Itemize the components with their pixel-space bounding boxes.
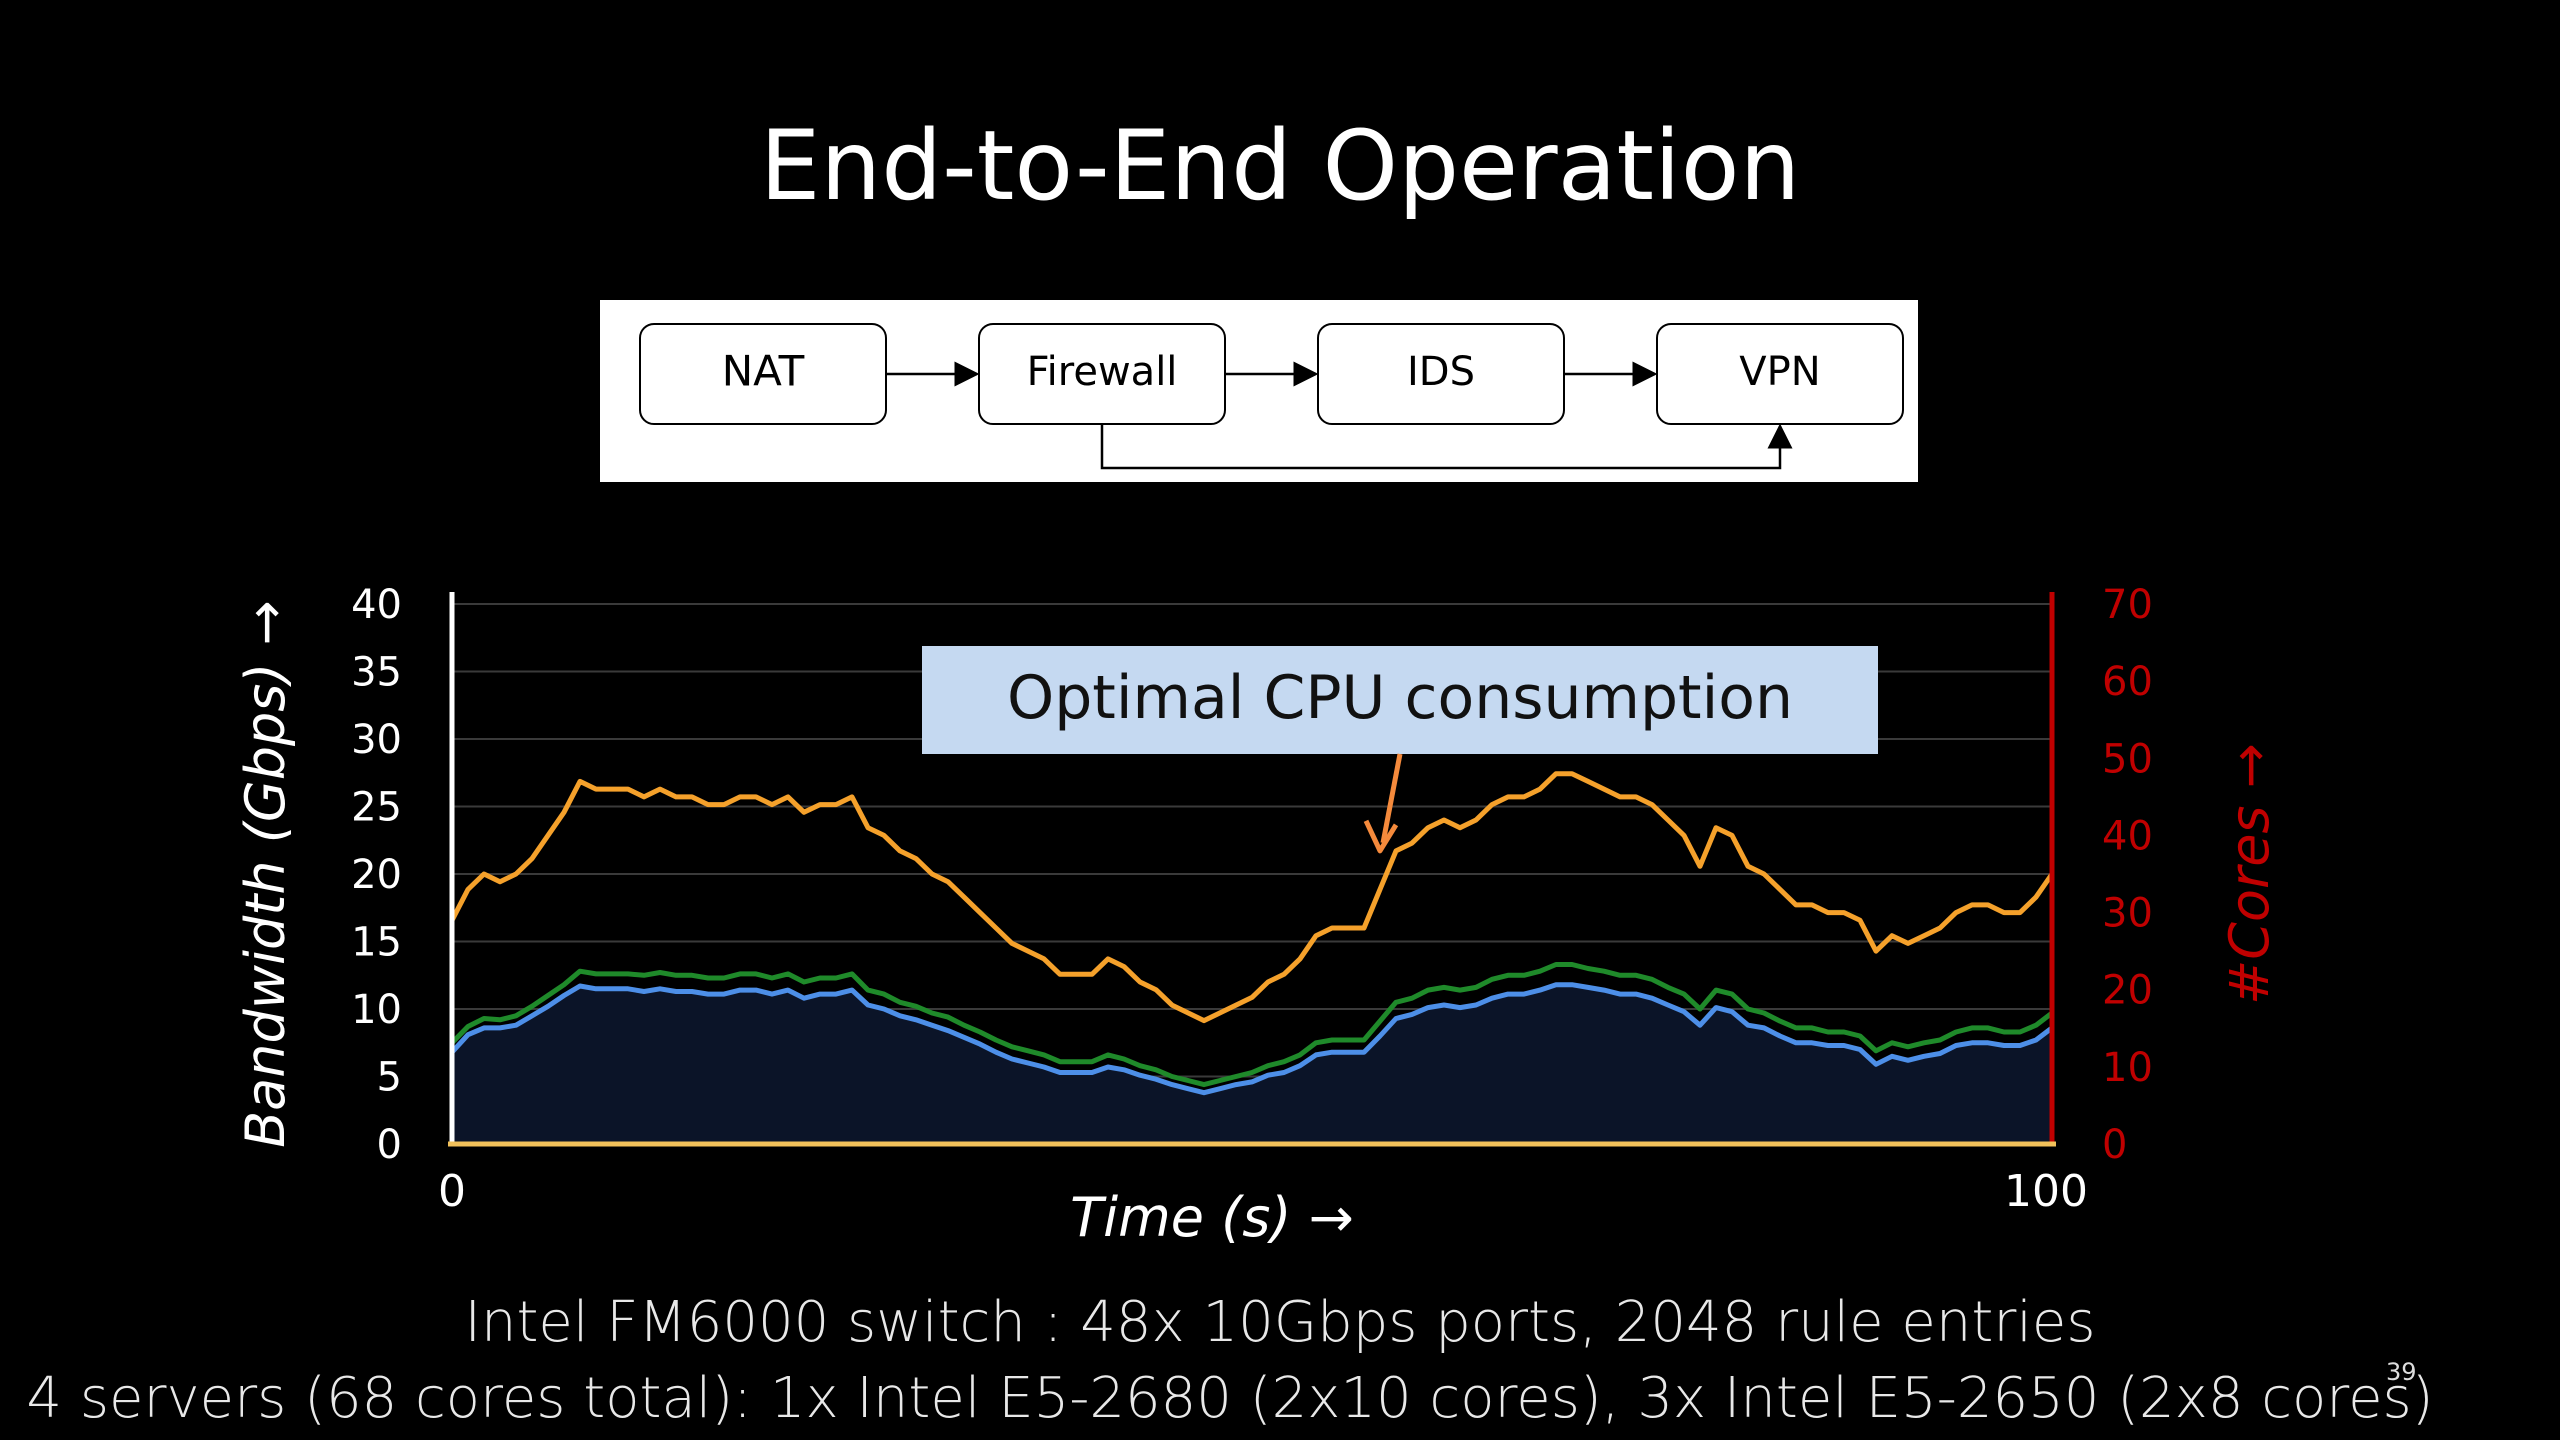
footer-switch-info: Intel FM6000 switch : 48x 10Gbps ports, … (464, 1290, 2096, 1355)
right-axis-title: #Cores → (2218, 743, 2281, 1005)
edge-firewall-vpn (1100, 423, 1793, 470)
left-tick-label: 0 (377, 1122, 402, 1168)
x-tick-label: 100 (2004, 1166, 2088, 1217)
pipeline-diagram-svg: NAT Firewall IDS VPN (639, 323, 1904, 470)
left-tick-label: 15 (351, 920, 402, 966)
left-tick-label: 35 (351, 650, 402, 696)
node-vpn: VPN (1656, 323, 1904, 425)
right-tick-label: 70 (2102, 582, 2153, 628)
x-axis-title: Time (s) → (1070, 1186, 1354, 1249)
left-tick-label: 20 (351, 852, 402, 898)
node-vpn-label: VPN (1739, 349, 1820, 395)
right-tick-label: 40 (2102, 813, 2153, 859)
node-ids-label: IDS (1407, 349, 1475, 395)
node-nat: NAT (639, 323, 887, 425)
right-tick-label: 60 (2102, 659, 2153, 705)
footer-server-info: 4 servers (68 cores total): 1x Intel E5-… (26, 1366, 2434, 1431)
left-tick-label: 40 (351, 582, 402, 628)
right-tick-label: 30 (2102, 891, 2153, 937)
right-tick-label: 50 (2102, 736, 2153, 782)
slide-title: End-to-End Operation (759, 110, 1801, 222)
node-firewall-label: Firewall (1027, 349, 1178, 395)
left-tick-label: 30 (351, 717, 402, 763)
slide-number: 39 (2386, 1358, 2417, 1386)
series-blue-line (450, 982, 2054, 1096)
left-tick-label: 5 (377, 1055, 402, 1101)
annotation-arrow-head (1363, 819, 1399, 854)
right-tick-label: 10 (2102, 1045, 2153, 1091)
left-tick-label: 10 (351, 987, 402, 1033)
left-axis-title: Bandwidth (Gbps) → (234, 600, 297, 1148)
annotation-text: Optimal CPU consumption (1007, 663, 1793, 733)
right-tick-label: 20 (2102, 968, 2153, 1014)
right-tick-label: 0 (2102, 1122, 2127, 1168)
bandwidth-area (452, 984, 2052, 1144)
pipeline-diagram: NAT Firewall IDS VPN (600, 300, 1918, 482)
node-nat-label: NAT (722, 347, 805, 396)
series-cores-line (449, 771, 2055, 1024)
bandwidth-cores-chart: 0 5 10 15 20 25 30 35 40 0 10 20 30 40 50 60 70 0 100 Time … (234, 582, 2281, 1249)
left-tick-label: 25 (351, 785, 402, 831)
series-green-line (450, 962, 2054, 1088)
annotation-box (922, 646, 1878, 754)
node-ids: IDS (1317, 323, 1565, 425)
annotation-arrow-line (1380, 753, 1403, 844)
x-tick-label: 0 (438, 1166, 466, 1217)
